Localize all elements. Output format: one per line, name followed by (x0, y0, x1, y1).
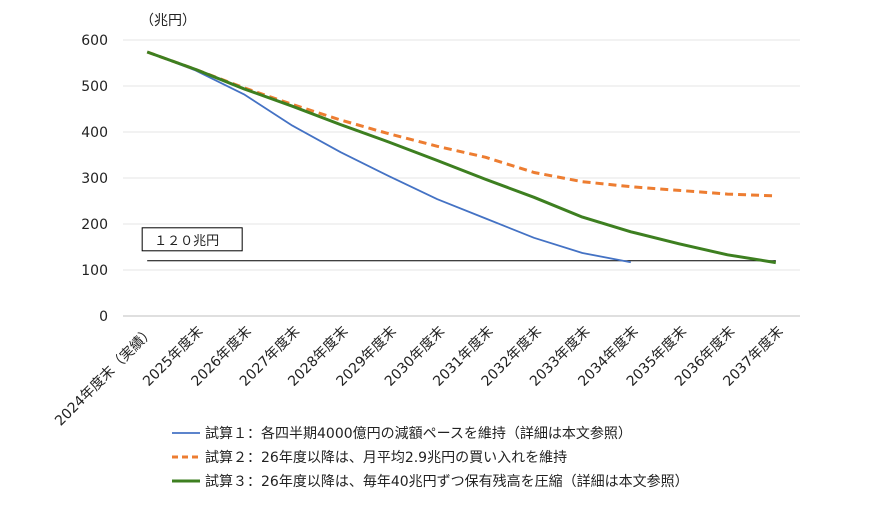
y-tick-label: 600 (81, 33, 108, 49)
x-tick-labels: 2024年度末（実績）2025年度末2026年度末2027年度末2028年度末2… (52, 324, 786, 430)
y-tick-label: 500 (81, 79, 108, 95)
y-tick-label: 200 (81, 217, 108, 233)
series-line-3 (146, 50, 777, 265)
annotation-box (141, 227, 243, 252)
reference-line-group: １２０兆円 (141, 227, 776, 262)
legend-label-3: 試算３：26年度以降は、毎年40兆円ずつ保有残高を圧縮（詳細は本文参照） (205, 473, 689, 490)
legend-label-1: 試算１：各四半期4000億円の減額ペースを維持（詳細は本文参照） (205, 425, 632, 442)
series-lines (146, 50, 777, 265)
y-tick-label: 100 (81, 263, 108, 279)
y-tick-label: 300 (81, 171, 108, 187)
annotation-label: １２０兆円 (154, 234, 219, 249)
legend: 試算１：各四半期4000億円の減額ペースを維持（詳細は本文参照） 試算２：26年度… (172, 425, 689, 490)
y-tick-label: 0 (99, 309, 108, 325)
y-axis-unit-label: （兆円） (140, 13, 196, 29)
series-line-1 (146, 51, 631, 264)
legend-label-2: 試算２：26年度以降は、月平均2.9兆円の買い入れを維持 (205, 450, 567, 466)
y-tick-labels: 0 100 200 300 400 500 600 (81, 33, 108, 325)
series-line-2 (146, 50, 776, 198)
y-tick-label: 400 (81, 125, 108, 141)
